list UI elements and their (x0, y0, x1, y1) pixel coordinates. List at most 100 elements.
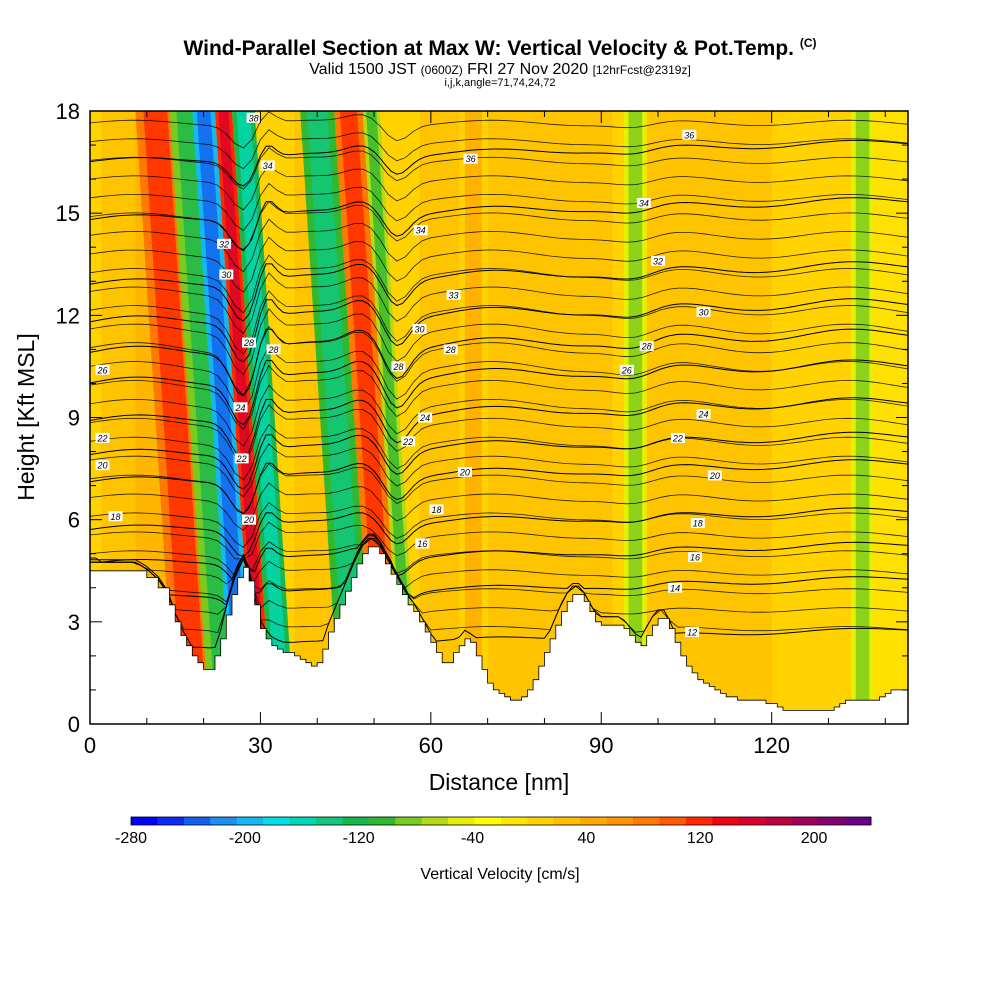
y-tick-label: 3 (68, 610, 80, 635)
theta-label: 20 (707, 470, 722, 481)
theta-isoline-minor (90, 537, 908, 603)
theta-isoline-minor (90, 384, 908, 447)
theta-label-box (219, 269, 234, 280)
theta-label-text: 32 (653, 256, 663, 266)
colorbar-swatch (501, 817, 528, 825)
title-mark: (C) (799, 36, 817, 50)
theta-isoline-minor (90, 537, 908, 577)
colorbar-tick-label: -120 (343, 830, 375, 847)
theta-label: 22 (401, 436, 416, 447)
theta-isoline-minor (90, 290, 908, 355)
theta-label-box (260, 160, 275, 171)
theta-label-box (108, 511, 123, 522)
theta-isoline-minor (90, 345, 908, 414)
theta-label: 28 (242, 337, 257, 348)
y-tick-label: 6 (68, 508, 80, 533)
theta-label-text: 30 (221, 270, 231, 280)
theta-label: 18 (690, 518, 705, 529)
theta-label-text: 16 (690, 553, 700, 563)
colorbar-frame (130, 816, 872, 826)
colorbar-swatch (448, 817, 475, 825)
theta-label: 24 (696, 409, 711, 420)
theta-label-box (391, 361, 406, 372)
theta-label-box (429, 504, 444, 515)
theta-label-box (685, 627, 700, 638)
colorbar-tick-label: -200 (229, 830, 261, 847)
theta-label-box (443, 344, 458, 355)
x-tick-label: 120 (753, 733, 790, 758)
colorbar-swatch (131, 817, 158, 825)
theta-label-text: 36 (466, 154, 476, 164)
theta-isoline-minor (90, 272, 908, 335)
theta-isoline (90, 535, 908, 606)
theta-label-text: 26 (621, 365, 632, 375)
theta-label-text: 28 (641, 341, 652, 351)
theta-isoline-minor (90, 165, 908, 211)
colorbar-swatch (421, 817, 449, 825)
w-feature-core (218, 111, 269, 724)
theta-label-text: 18 (111, 512, 121, 522)
colorbar-swatch (606, 817, 634, 825)
theta-label: 28 (443, 344, 458, 355)
theta-label-box (266, 344, 281, 355)
theta-label-box (418, 412, 433, 423)
theta-isoline-minor (90, 325, 908, 396)
theta-label-text: 18 (693, 519, 703, 529)
theta-isoline-minor (90, 111, 908, 149)
colorbar-tick-label: 200 (801, 830, 828, 847)
theta-label: 36 (682, 129, 697, 140)
theta-isoline (90, 139, 908, 187)
section-indices: i,j,k,angle=71,74,24,72 (444, 77, 556, 89)
field-band (771, 111, 852, 724)
theta-label-box (690, 518, 705, 529)
theta-isoline (90, 507, 908, 558)
theta-isoline (90, 328, 908, 397)
theta-label-text: 22 (236, 454, 247, 464)
field-band (487, 111, 545, 724)
theta-isoline-minor (90, 423, 908, 481)
theta-label-box (217, 238, 232, 249)
theta-label-box (668, 582, 683, 593)
colorbar-swatch (580, 817, 608, 825)
theta-label-text: 22 (402, 437, 413, 447)
x-tick-label: 0 (84, 733, 96, 758)
colorbar-swatch (844, 817, 872, 825)
theta-label-text: 28 (392, 362, 403, 372)
theta-label: 38 (246, 112, 261, 123)
subtitle-valid: Valid 1500 JST (309, 61, 417, 78)
theta-label-box (415, 538, 430, 549)
theta-label-box (651, 255, 666, 266)
w-feature-core (236, 111, 290, 724)
theta-isoline (90, 431, 908, 490)
colorbar-swatch (765, 817, 793, 825)
theta-labels: 18 20 22 26 32 30 28 28 24 22 20 38 34 36 34 33 30 28 28 24… (95, 112, 722, 638)
x-axis-title: Distance [nm] (429, 769, 570, 795)
theta-label-box (463, 153, 478, 164)
theta-label-text: 16 (417, 539, 427, 549)
w-feature-core (176, 111, 237, 724)
theta-label-text: 32 (219, 239, 229, 249)
theta-label: 20 (242, 514, 257, 525)
theta-label-text: 33 (449, 290, 459, 300)
chart-title-text: Wind-Parallel Section at Max W: Vertical… (183, 37, 794, 60)
colorbar-swatch (553, 817, 581, 825)
theta-label-text: 26 (96, 365, 107, 375)
theta-label: 34 (260, 160, 275, 171)
theta-label-text: 14 (670, 583, 680, 593)
colorbar-swatch (368, 817, 396, 825)
theta-label-text: 38 (249, 113, 259, 123)
theta-label: 12 (685, 627, 700, 638)
theta-isoline-minor (90, 308, 908, 376)
theta-label: 28 (391, 361, 406, 372)
theta-label: 14 (668, 582, 683, 593)
colorbar-swatch (712, 817, 740, 825)
x-tick-label: 30 (248, 733, 272, 758)
subtitle-forecast: [12hrFcst@2319z] (592, 63, 691, 77)
colorbar: -280 -200 -120 -40 40 120 200 (115, 816, 872, 847)
subtitle-utc: (0600Z) (420, 63, 463, 77)
theta-label-text: 36 (684, 130, 694, 140)
theta-label-text: 24 (235, 403, 246, 413)
theta-label-text: 20 (243, 515, 254, 525)
colorbar-swatch (659, 817, 687, 825)
colorbar-swatch (818, 817, 845, 825)
